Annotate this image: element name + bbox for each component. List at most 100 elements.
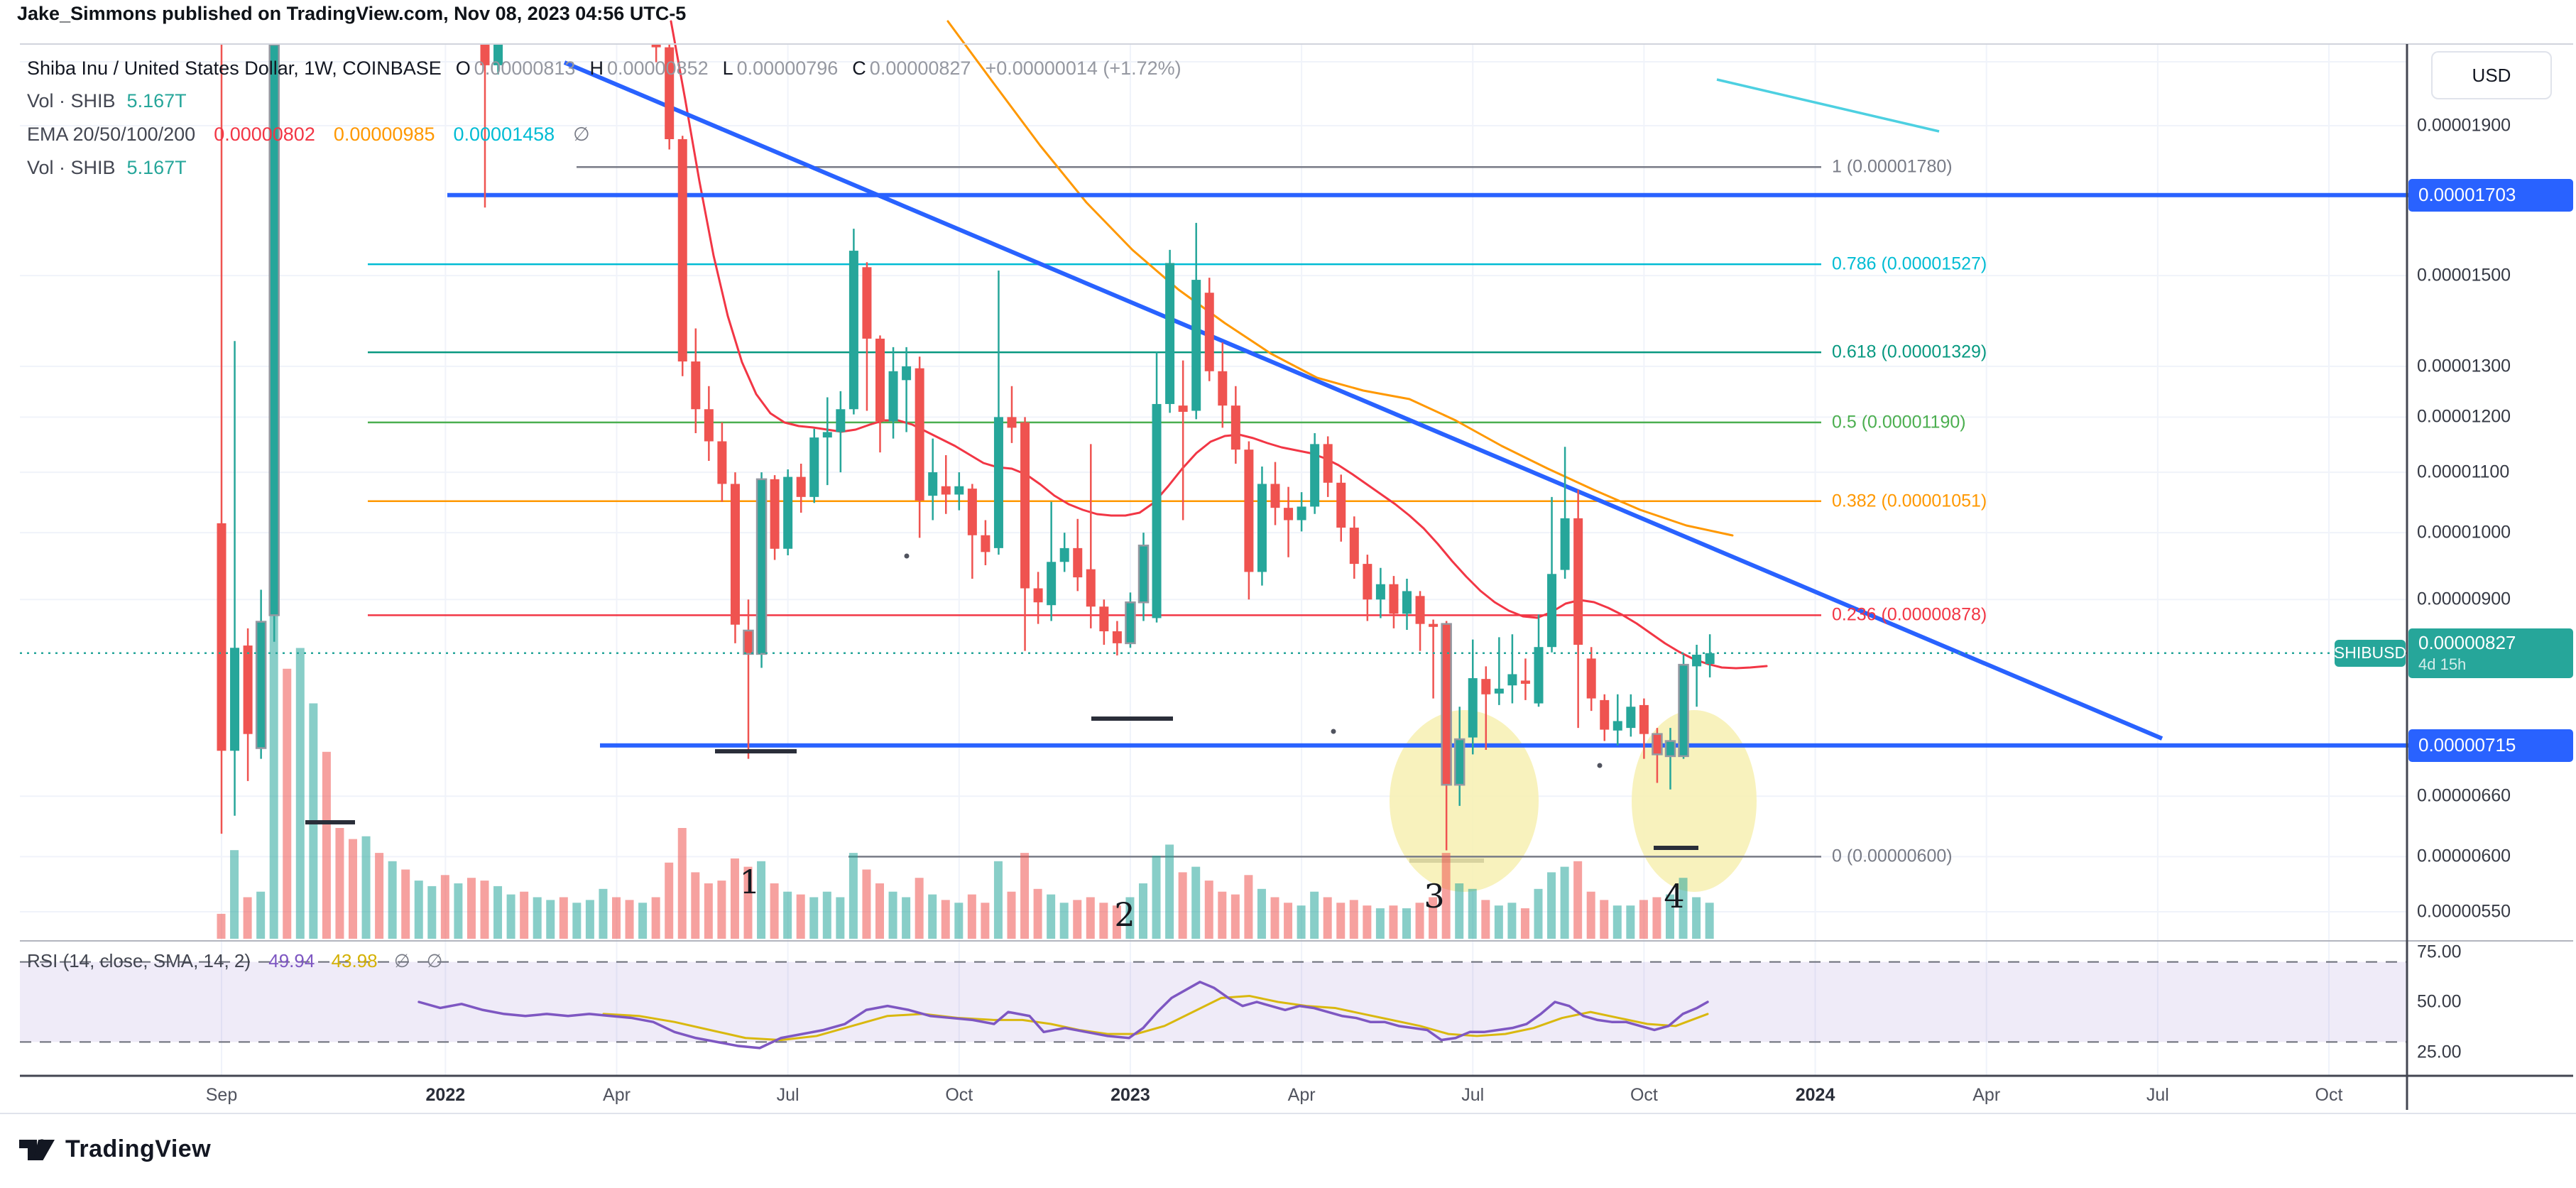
candle-body [1165, 263, 1175, 404]
volume-bar [1481, 900, 1490, 939]
volume-bar [1086, 897, 1095, 939]
price-tick-label: 0.00001100 [2417, 462, 2510, 482]
pattern-number-annotation: 4 [1664, 877, 1685, 915]
ohlc-value: 0.00000813 [474, 58, 576, 79]
price-tick-label: 0.00001200 [2417, 406, 2511, 427]
candle-body [848, 251, 858, 410]
volume-bar [599, 888, 608, 939]
volume-bar [1099, 903, 1108, 939]
volume-bar [875, 883, 884, 939]
candle-body [691, 361, 701, 410]
candle-body [1692, 654, 1702, 667]
volume-bar [1441, 853, 1451, 939]
volume-bar [1007, 891, 1016, 939]
candle-body [1297, 506, 1306, 521]
candle-body [704, 409, 714, 442]
candle-body [1481, 679, 1491, 694]
volume-bar [520, 891, 529, 939]
volume-bar [1284, 903, 1293, 939]
volume-bar [466, 878, 476, 939]
volume-bar [1139, 883, 1147, 939]
rsi-legend-row[interactable]: RSI (14, close, SMA, 14, 2) 49.94 43.98 … [27, 950, 442, 972]
ohlc-value: 0.00000827 [869, 58, 971, 79]
price-tick-label: 0.00000660 [2417, 785, 2511, 806]
volume-bar [1600, 900, 1609, 939]
volume-legend-row-2[interactable]: Vol · SHIB 5.167T [27, 157, 187, 179]
candle-body [1652, 733, 1663, 756]
candle-body [1705, 653, 1715, 665]
fib-level-label: 0.618 (0.00001329) [1832, 342, 1987, 362]
fib-level-label: 0.236 (0.00000878) [1832, 604, 1987, 625]
ohlc-key: C [852, 58, 866, 79]
ohlc-key: O [455, 58, 471, 79]
ema-legend-row[interactable]: EMA 20/50/100/200 0.00000802 0.00000985 0.0… [27, 124, 590, 146]
volume-bar [1020, 853, 1030, 939]
volume-bar [993, 861, 1003, 939]
volume-bar [533, 897, 542, 939]
candle-body [1573, 518, 1583, 645]
volume-bar [1204, 881, 1213, 939]
candle-body [217, 523, 227, 751]
volume-bar [1626, 905, 1635, 939]
volume-bar [427, 885, 437, 939]
time-tick-label: 2024 [1795, 1085, 1835, 1105]
volume-bar [717, 881, 726, 939]
volume-bar [1191, 866, 1201, 939]
volume-bar [388, 861, 397, 939]
rsi-tick-label: 75.00 [2417, 942, 2462, 961]
rsi-sma-line [602, 995, 1709, 1042]
rsi-empty-icon: ∅ [426, 950, 443, 971]
volume-bar [822, 891, 831, 939]
volume-legend-row[interactable]: Vol · SHIB 5.167T [27, 90, 187, 112]
candle-body [1244, 449, 1254, 572]
volume-bar [1165, 844, 1174, 939]
volume-bar [1363, 905, 1372, 939]
volume-bar [836, 897, 845, 939]
published-attribution: Jake_Simmons published on TradingView.co… [17, 3, 687, 24]
rsi-empty-icon: ∅ [393, 950, 410, 971]
volume-bar [349, 839, 357, 939]
volume-bar [1230, 894, 1240, 939]
volume-bar [770, 883, 779, 939]
volume-bar [283, 668, 292, 939]
volume-value: 5.167T [126, 90, 187, 111]
candle-body [981, 535, 990, 552]
fib-level-label: 0.5 (0.00001190) [1832, 412, 1966, 432]
symbol-legend-row[interactable]: Shiba Inu / United States Dollar, 1W, CO… [27, 58, 1181, 80]
badge-countdown: 4d 15h [2418, 655, 2467, 674]
volume-value: 5.167T [126, 157, 187, 178]
symbol-price-badge: SHIBUSD [2334, 639, 2406, 667]
footer-brand[interactable]: TradingView [18, 1135, 211, 1163]
volume-bar [559, 897, 568, 939]
candle-body [1600, 699, 1610, 730]
time-tick-label: Apr [1287, 1085, 1316, 1105]
volume-bar [1178, 872, 1187, 939]
volume-bar [361, 836, 371, 939]
volume-bar [665, 862, 674, 939]
volume-bar [1639, 900, 1648, 939]
volume-bar [1705, 903, 1714, 939]
volume-bar [941, 900, 950, 939]
volume-bar [651, 897, 660, 939]
ema-empty-icon: ∅ [573, 124, 590, 145]
candle-body [1402, 591, 1412, 614]
candle-body [875, 338, 885, 422]
volume-bar [809, 897, 819, 939]
volume-bar [1415, 903, 1424, 939]
fib-level-label: 0.786 (0.00001527) [1832, 254, 1987, 274]
currency-toggle-button[interactable]: USD [2431, 51, 2552, 99]
volume-bar [1349, 900, 1358, 939]
volume-bar [1455, 883, 1464, 939]
candle-body [1230, 405, 1240, 450]
candle-body [1178, 405, 1188, 412]
candle-body [1453, 738, 1466, 786]
candle-body [1389, 584, 1399, 614]
volume-bar [414, 881, 423, 939]
time-tick-label: Jul [776, 1085, 799, 1105]
volume-bar [862, 869, 871, 939]
candle-body [809, 437, 819, 497]
time-tick-label: Apr [1972, 1085, 2001, 1105]
rsi-tick-label: 25.00 [2417, 1042, 2462, 1062]
volume-bar [677, 828, 687, 939]
